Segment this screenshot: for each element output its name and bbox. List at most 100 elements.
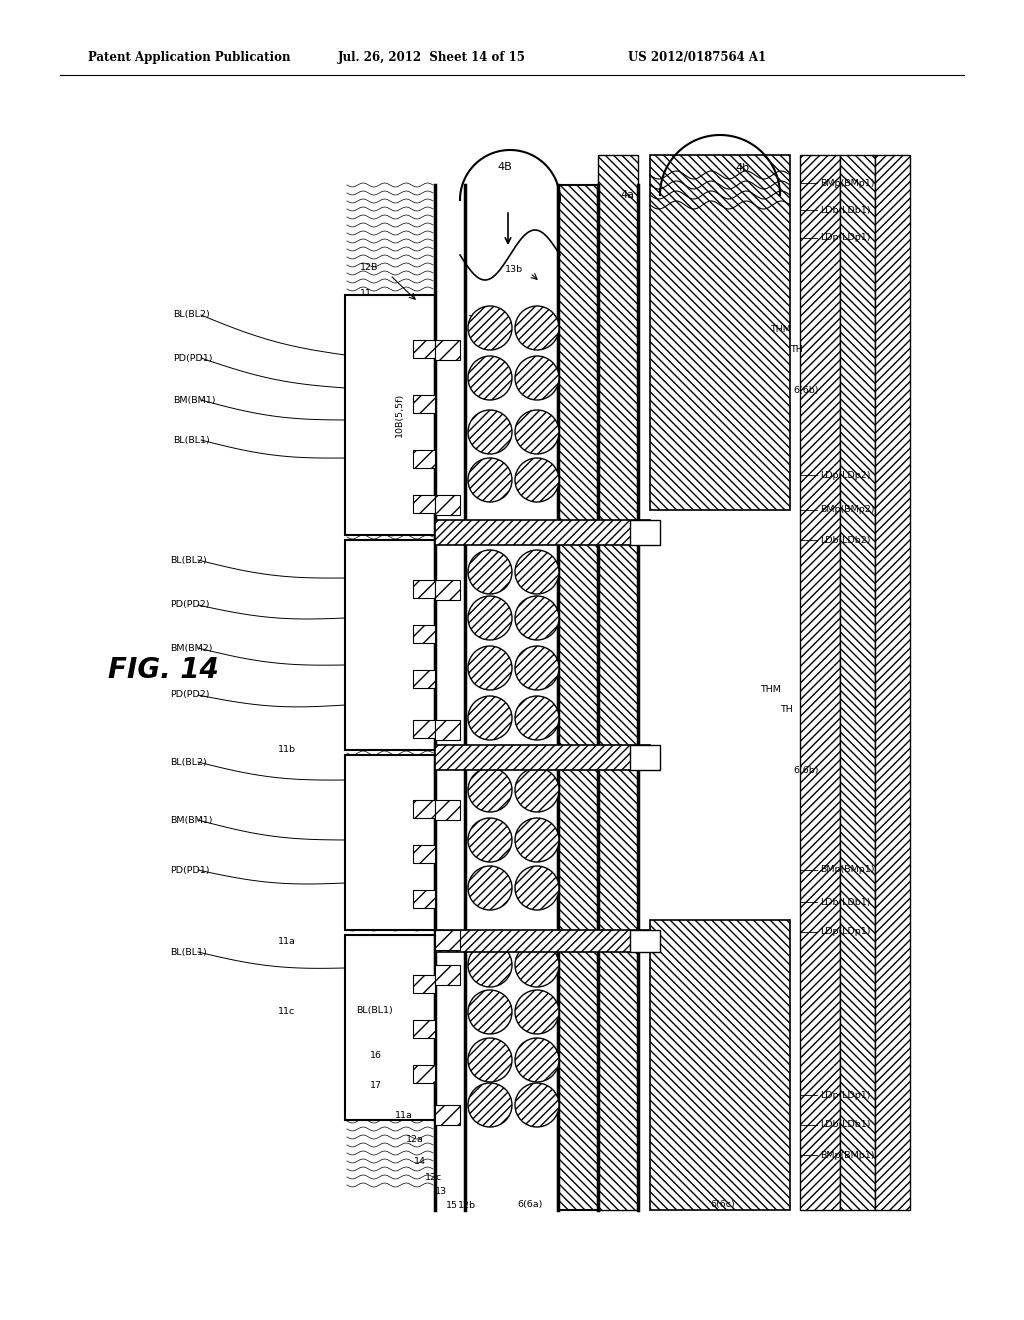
Bar (345, 540, 435, 750)
Text: PD(PD1): PD(PD1) (170, 866, 210, 874)
Text: BM(BM1): BM(BM1) (173, 396, 215, 404)
Text: LDb(LDb2): LDb(LDb2) (820, 536, 870, 544)
Text: BM(BM2): BM(BM2) (170, 644, 213, 652)
Text: BMp(BMp1): BMp(BMp1) (820, 178, 874, 187)
Text: 12b: 12b (458, 1200, 476, 1209)
Bar (413, 495, 435, 513)
Text: 4a: 4a (620, 190, 634, 201)
Circle shape (468, 1082, 512, 1127)
Text: 4B: 4B (497, 162, 512, 172)
Circle shape (468, 818, 512, 862)
Circle shape (515, 645, 559, 690)
Bar (435, 495, 460, 515)
Circle shape (515, 306, 559, 350)
Text: 12B: 12B (360, 264, 379, 272)
Bar (435, 931, 460, 950)
Text: BM(BM1): BM(BM1) (170, 816, 213, 825)
Bar (413, 975, 435, 993)
Text: Jul. 26, 2012  Sheet 14 of 15: Jul. 26, 2012 Sheet 14 of 15 (338, 50, 526, 63)
Circle shape (468, 411, 512, 454)
Bar (345, 935, 435, 1119)
Text: BL(BL2): BL(BL2) (173, 310, 210, 319)
Text: BL(BL1): BL(BL1) (356, 1006, 393, 1015)
Text: Patent Application Publication: Patent Application Publication (88, 50, 291, 63)
Text: BMp(BMp1): BMp(BMp1) (820, 1151, 874, 1159)
Bar (630, 931, 660, 952)
Text: BMp(BMp2): BMp(BMp2) (820, 506, 874, 515)
Circle shape (468, 696, 512, 741)
Text: BL(BL2): BL(BL2) (170, 758, 207, 767)
Text: PD(PD2): PD(PD2) (170, 601, 210, 610)
Text: 10B(5,5f): 10B(5,5f) (395, 393, 404, 437)
Text: LDp(LDp1): LDp(LDp1) (820, 234, 870, 243)
Circle shape (515, 990, 559, 1034)
Text: 15: 15 (446, 1200, 458, 1209)
Bar (650, 920, 790, 1210)
Text: BMp(BMp1): BMp(BMp1) (820, 866, 874, 874)
Bar (413, 579, 435, 598)
Circle shape (468, 356, 512, 400)
Text: 13b: 13b (505, 265, 523, 275)
Text: FIG. 14: FIG. 14 (108, 656, 219, 684)
Bar (413, 671, 435, 688)
Circle shape (468, 942, 512, 987)
Text: 12a: 12a (406, 1135, 424, 1144)
Bar (435, 1105, 460, 1125)
Bar (435, 744, 650, 770)
Circle shape (468, 1038, 512, 1082)
Bar (650, 154, 790, 510)
Text: LDp(LDp2): LDp(LDp2) (820, 470, 870, 479)
Circle shape (515, 696, 559, 741)
Bar (435, 800, 460, 820)
Circle shape (468, 645, 512, 690)
Bar (435, 931, 650, 952)
Text: THM: THM (770, 326, 791, 334)
Circle shape (515, 1038, 559, 1082)
Text: THM: THM (760, 685, 781, 694)
Circle shape (515, 768, 559, 812)
Text: 6(6a): 6(6a) (517, 1200, 543, 1209)
Circle shape (515, 1082, 559, 1127)
Bar (840, 154, 874, 1210)
Text: 11b: 11b (278, 746, 296, 755)
Text: PD(PD1): PD(PD1) (173, 354, 213, 363)
Text: LDp(LDp1): LDp(LDp1) (820, 1090, 870, 1100)
Bar (435, 520, 650, 545)
Bar (435, 341, 460, 360)
Bar (598, 154, 638, 1210)
Bar (874, 154, 910, 1210)
Text: TH: TH (780, 705, 793, 714)
Bar (413, 1020, 435, 1038)
Bar (435, 579, 460, 601)
Text: LDb(LDb1): LDb(LDb1) (820, 898, 870, 907)
Bar (413, 395, 435, 413)
Bar (435, 719, 460, 741)
Text: 17: 17 (370, 1081, 382, 1089)
Bar (630, 520, 660, 545)
Circle shape (468, 768, 512, 812)
Bar (435, 965, 460, 985)
Text: LDp(LDp1): LDp(LDp1) (820, 928, 870, 936)
Circle shape (468, 597, 512, 640)
Text: BL(BL1): BL(BL1) (173, 436, 210, 445)
Circle shape (515, 356, 559, 400)
Bar (413, 450, 435, 469)
Text: 11a: 11a (278, 937, 296, 946)
Circle shape (515, 818, 559, 862)
Bar (345, 294, 435, 535)
Bar (413, 845, 435, 863)
Bar (413, 341, 435, 358)
Text: US 2012/0187564 A1: US 2012/0187564 A1 (628, 50, 766, 63)
Bar (413, 800, 435, 818)
Text: LDb(LDb1): LDb(LDb1) (820, 206, 870, 214)
Text: 4b: 4b (735, 162, 750, 173)
Text: LDb(LDb1): LDb(LDb1) (820, 1121, 870, 1130)
Bar (800, 154, 840, 1210)
Circle shape (515, 458, 559, 502)
Circle shape (515, 597, 559, 640)
Text: 16: 16 (370, 1051, 382, 1060)
Circle shape (515, 942, 559, 987)
Bar (345, 755, 435, 931)
Circle shape (468, 550, 512, 594)
Text: 6(6b): 6(6b) (793, 385, 818, 395)
